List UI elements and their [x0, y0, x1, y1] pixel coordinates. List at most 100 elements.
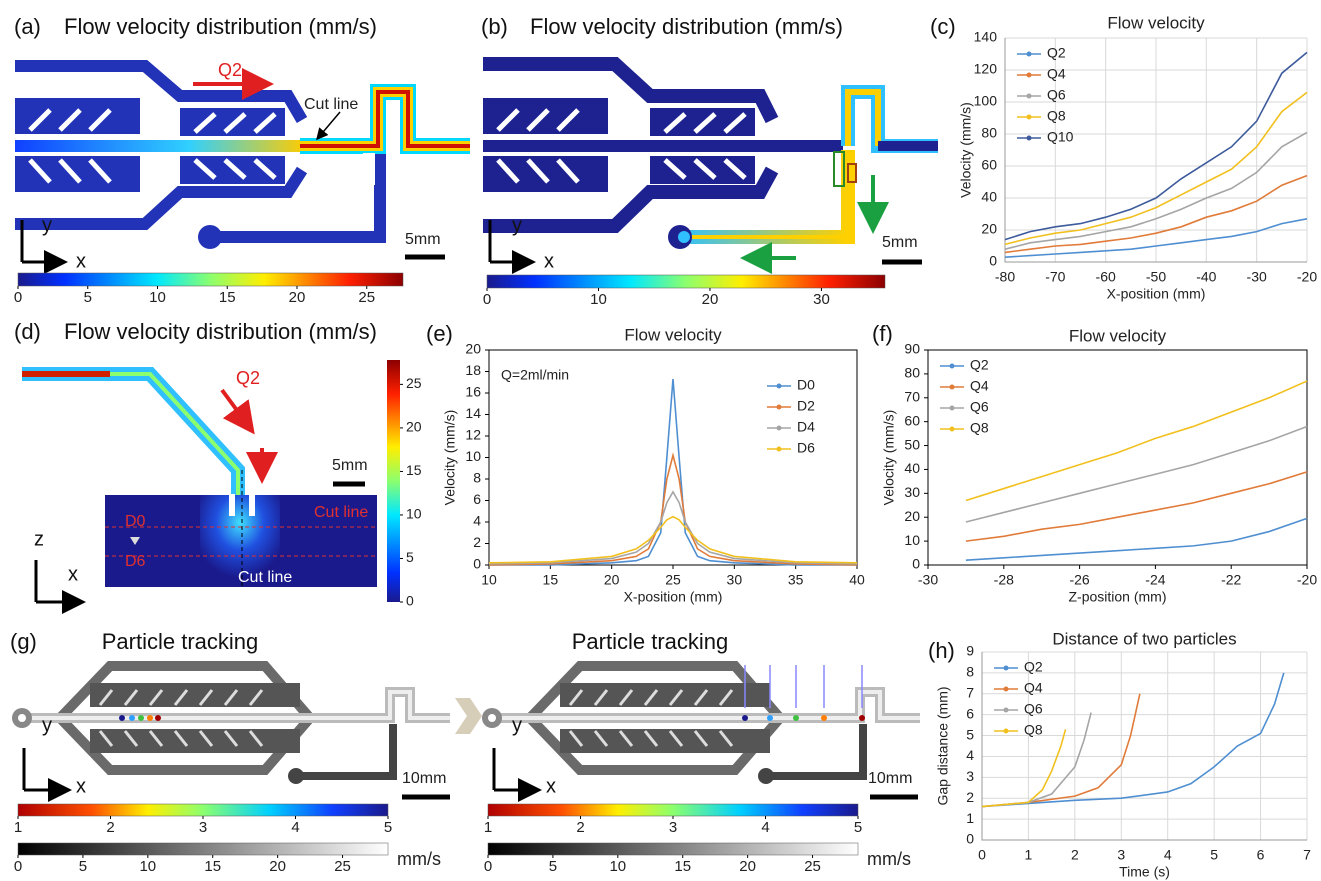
- colorbar-tick-label: 0: [14, 858, 22, 875]
- y-tick-label: 0: [989, 253, 997, 269]
- series-line: [966, 518, 1307, 560]
- y-tick-label: 30: [904, 484, 920, 500]
- annotation: Q=2ml/min: [501, 367, 569, 383]
- colorbar-tick-label: 25: [804, 858, 821, 875]
- y-tick-label: 90: [904, 341, 920, 357]
- legend-label: Q6: [1024, 701, 1043, 717]
- x-tick-label: 10: [481, 572, 497, 588]
- y-tick-label: 2: [966, 789, 974, 805]
- x-tick-label: 6: [1257, 847, 1265, 863]
- y-tick-label: 70: [904, 388, 920, 404]
- x-tick-label: 20: [604, 572, 620, 588]
- colorbar-tick-label: 15: [406, 462, 422, 478]
- flow-label: Q2: [236, 368, 260, 388]
- y-tick-label: 0: [912, 556, 920, 572]
- y-tick-label: 6: [966, 705, 974, 721]
- legend-marker: [950, 427, 955, 432]
- panel-label: (e): [426, 321, 453, 346]
- y-tick-label: 20: [981, 221, 997, 237]
- series-line: [966, 472, 1307, 541]
- y-tick-label: 60: [981, 157, 997, 173]
- axis-label: x: [544, 250, 554, 272]
- y-axis-label: Velocity (mm/s): [881, 410, 897, 506]
- y-tick-label: 6: [473, 491, 481, 507]
- legend-label: D4: [797, 419, 815, 435]
- legend-marker: [1027, 136, 1032, 141]
- legend-label: Q8: [970, 420, 989, 436]
- cut-line-label: Cut line: [304, 96, 358, 113]
- figure: (a) Flow velocity distribution (mm/s) Q2…: [0, 0, 1321, 881]
- colorbar-tick-label: 5: [79, 858, 87, 875]
- colorbar-tick-label: 5: [384, 819, 392, 836]
- y-axis-label: Velocity (mm/s): [442, 410, 458, 506]
- series-line: [966, 381, 1307, 500]
- panel-a-geometry: [15, 66, 470, 262]
- panel-label: (h): [928, 638, 955, 663]
- chart-title: Distance of two particles: [1052, 629, 1236, 648]
- legend-marker: [1004, 687, 1009, 692]
- y-tick-label: 16: [465, 384, 481, 400]
- unit-label: mm/s: [867, 849, 911, 869]
- legend-label: D2: [797, 398, 815, 414]
- y-tick-label: 1: [966, 810, 974, 826]
- y-tick-label: 10: [904, 532, 920, 548]
- y-tick-label: 20: [465, 341, 481, 357]
- axis-label: z: [34, 528, 44, 550]
- x-tick-label: 35: [788, 572, 804, 588]
- y-tick-label: 100: [974, 93, 998, 109]
- x-tick-label: 30: [727, 572, 743, 588]
- legend-marker: [950, 385, 955, 390]
- legend-marker: [777, 447, 782, 452]
- colorbar-tick-label: 10: [149, 289, 166, 306]
- y-tick-label: 14: [465, 405, 481, 421]
- series-line: [489, 517, 857, 563]
- colorbar-tick-label: 25: [406, 375, 422, 391]
- x-tick-label: -40: [1196, 269, 1216, 285]
- x-tick-label: -50: [1146, 269, 1166, 285]
- colorbar-tick-label: 0: [406, 593, 414, 609]
- y-tick-label: 2: [473, 534, 481, 550]
- colorbar-tick-label: 20: [739, 858, 756, 875]
- colorbar-tick-label: 15: [674, 858, 691, 875]
- legend-label: Q4: [970, 378, 989, 394]
- legend-marker: [777, 426, 782, 431]
- colorbar-tick-label: 5: [84, 289, 92, 306]
- legend-marker: [777, 384, 782, 389]
- legend-label: Q4: [1047, 66, 1066, 82]
- colorbar-tick-label: 4: [761, 819, 769, 836]
- colorbar-tick-label: 5: [406, 549, 414, 565]
- y-tick-label: 5: [966, 726, 974, 742]
- y-tick-label: 120: [974, 61, 998, 77]
- series-line: [489, 492, 857, 564]
- colorbar-tick-label: 25: [334, 858, 351, 875]
- colorbar-tick-label: 0: [484, 858, 492, 875]
- cut-line-label: Cut line: [314, 504, 368, 521]
- panel-label: (a): [14, 14, 41, 39]
- scale-bar-label: 5mm: [882, 234, 918, 251]
- colorbar-tick-label: 5: [549, 858, 557, 875]
- depth-label: D6: [125, 553, 146, 570]
- colorbar-tick-label: 10: [406, 506, 422, 522]
- y-tick-label: 40: [904, 460, 920, 476]
- legend-marker: [1004, 708, 1009, 713]
- colorbar: [18, 843, 388, 855]
- colorbar-tick-label: 2: [576, 819, 584, 836]
- y-tick-label: 4: [966, 747, 974, 763]
- colorbar-tick-label: 20: [289, 289, 306, 306]
- legend-label: Q2: [1047, 45, 1066, 61]
- axis-label: x: [76, 250, 86, 272]
- y-tick-label: 60: [904, 412, 920, 428]
- y-tick-label: 4: [473, 513, 481, 529]
- panel-b-geometry: [483, 64, 938, 262]
- panel-title: Flow velocity distribution (mm/s): [64, 14, 377, 39]
- panel-label: (g): [10, 629, 37, 654]
- axis-label: y: [42, 214, 52, 236]
- panel-title: Flow velocity distribution (mm/s): [530, 14, 843, 39]
- x-axis-label: Z-position (mm): [1068, 589, 1166, 605]
- x-tick-label: 5: [1210, 847, 1218, 863]
- legend-label: Q4: [1024, 680, 1043, 696]
- colorbar-tick-label: 1: [484, 819, 492, 836]
- x-tick-label: -20: [1297, 572, 1317, 588]
- x-axis-label: Time (s): [1119, 864, 1170, 880]
- legend-label: Q10: [1047, 129, 1074, 145]
